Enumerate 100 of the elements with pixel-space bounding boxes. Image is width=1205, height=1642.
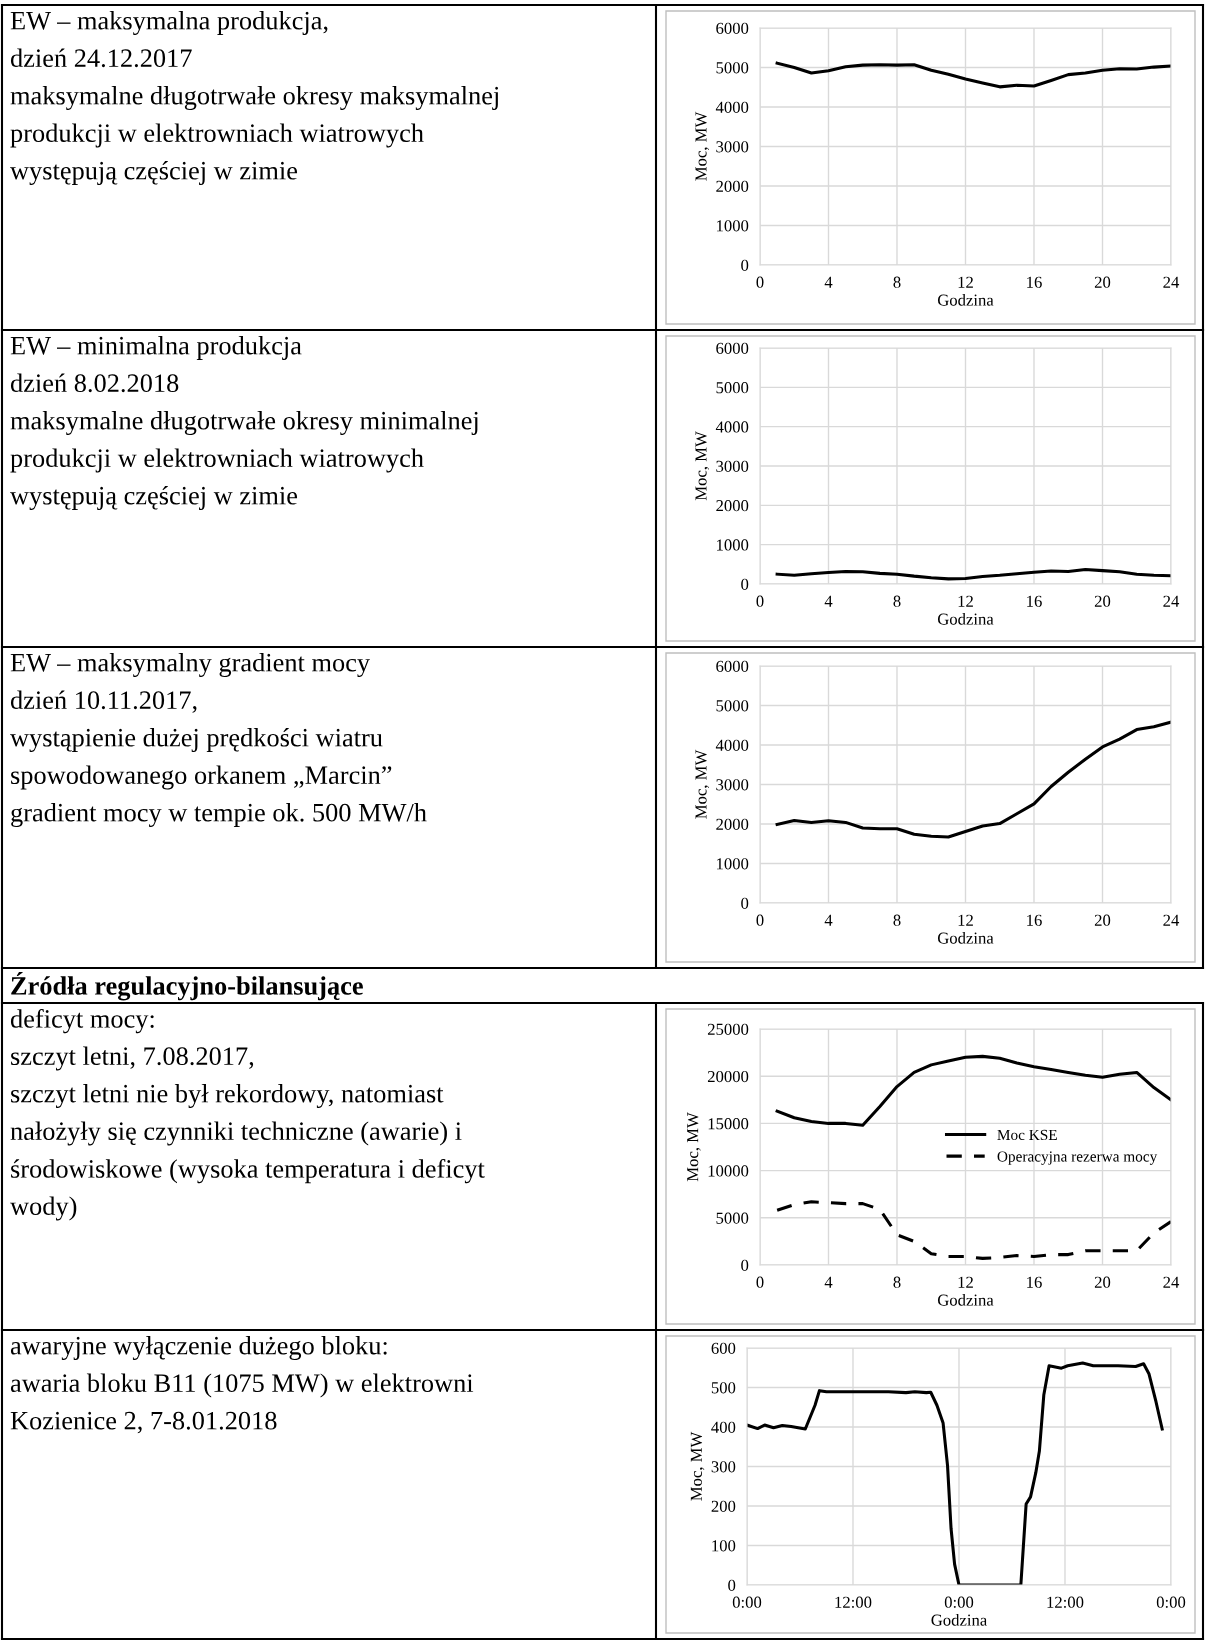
x-tick-label: 4 (824, 1276, 833, 1288)
x-tick-label: 12:00 (1047, 1596, 1084, 1608)
text: awaryjne wyłączenie dużego bloku: (10, 1336, 387, 1361)
y-tick-label: 500 (711, 1382, 736, 1394)
x-tick-label: 24 (1163, 914, 1180, 926)
y-tick-label: 5000 (716, 700, 749, 712)
text: dzień 10.11.2017, (10, 690, 197, 713)
y-tick-label: 4000 (715, 421, 749, 433)
x-tick-label: 16 (1027, 914, 1042, 926)
x-tick-label: 0 (756, 595, 764, 607)
y-tick-label: 2000 (716, 180, 749, 192)
x-tick-label: 0 (756, 914, 764, 926)
x-tick-label: 8 (893, 276, 901, 288)
y-tick-label: 1000 (717, 539, 749, 551)
x-tick-label: 0 (756, 276, 764, 288)
x-tick-label: 20 (1094, 914, 1111, 926)
y-tick-label: 5000 (716, 62, 749, 74)
x-tick-label: 8 (893, 595, 901, 607)
x-tick-label: 24 (1163, 276, 1180, 288)
y-tick-label: 600 (711, 1342, 736, 1354)
text: EW – minimalna produkcja (10, 336, 302, 360)
x-tick-label: 8 (893, 914, 901, 926)
y-axis-title: Moc, MW (695, 111, 710, 181)
text: awaria bloku B11 (1075 MW) w elektrowni (10, 1373, 474, 1398)
y-tick-label: 0 (741, 259, 749, 271)
y-tick-label: 6000 (716, 22, 749, 34)
y-tick-label: 0 (741, 1259, 749, 1271)
line-series (775, 1054, 1171, 1127)
line-series (775, 720, 1171, 839)
y-tick-label: 5000 (716, 382, 749, 394)
x-tick-label: 16 (1027, 1276, 1042, 1288)
x-tick-label: 4 (824, 914, 833, 926)
x-tick-label: 0:00 (1156, 1596, 1186, 1608)
y-tick-label: 300 (711, 1461, 736, 1473)
x-tick-label: 24 (1163, 595, 1180, 607)
text: Źródła regulacyjno-bilansujące (11, 972, 363, 1001)
y-tick-label: 5000 (716, 1212, 749, 1224)
y-tick-label: 200 (711, 1500, 736, 1512)
x-axis-title: Godzina (931, 1614, 987, 1626)
y-tick-label: 1000 (717, 858, 749, 870)
y-tick-label: 0 (741, 578, 749, 590)
x-axis-title: Godzina (937, 613, 994, 625)
text: EW – maksymalna produkcja, (10, 11, 328, 36)
x-tick-label: 8 (893, 1276, 901, 1288)
x-tick-label: 12:00 (835, 1596, 872, 1608)
text: deficyt mocy: (10, 1009, 154, 1034)
y-tick-label: 3000 (716, 141, 749, 153)
text: nałożyły się czynniki techniczne (awarie) i (10, 1121, 462, 1146)
y-axis-title: Moc, MW (695, 749, 710, 819)
x-tick-label: 16 (1027, 595, 1042, 607)
x-axis-title: Godzina (937, 1294, 994, 1306)
y-tick-label: 10000 (708, 1165, 749, 1177)
y-tick-label: 20000 (707, 1070, 749, 1083)
x-tick-label: 4 (824, 595, 833, 607)
x-tick-label: 0:00 (732, 1596, 762, 1608)
y-tick-label: 3000 (716, 779, 749, 791)
y-tick-label: 6000 (716, 660, 749, 672)
text: maksymalne długotrwałe okresy maksymalnej (10, 86, 498, 111)
x-tick-label: 4 (824, 276, 833, 288)
legend-label: Operacyjna rezerwa mocy (997, 1151, 1158, 1165)
x-tick-label: 12 (958, 1276, 973, 1288)
line-series (775, 1200, 1171, 1260)
text: występują częściej w zimie (10, 486, 298, 511)
y-tick-label: 0 (728, 1579, 736, 1591)
text: Kozienice 2, 7-8.01.2018 (10, 1411, 277, 1434)
y-tick-label: 0 (741, 897, 749, 909)
legend-label: Moc KSE (997, 1129, 1057, 1141)
x-tick-label: 12 (958, 914, 973, 926)
x-tick-label: 12 (958, 276, 973, 288)
text: środowiskowe (wysoka temperatura i deficyt (11, 1159, 485, 1184)
x-tick-label: 16 (1027, 276, 1042, 288)
text: występują częściej w zimie (10, 161, 298, 186)
text: EW – maksymalny gradient mocy (10, 653, 370, 678)
line-series (775, 567, 1171, 581)
text: produkcji w elektrowniach wiatrowych (10, 123, 424, 148)
x-axis-title: Godzina (937, 294, 994, 306)
y-tick-label: 4000 (715, 739, 749, 751)
y-tick-label: 100 (712, 1540, 736, 1552)
y-tick-label: 25000 (707, 1023, 749, 1035)
y-axis-title: Moc, MW (687, 1112, 701, 1182)
y-axis-title: Moc, MW (695, 431, 710, 501)
y-tick-label: 6000 (716, 342, 749, 354)
text: wody) (10, 1196, 77, 1221)
text: dzień 24.12.2017 (10, 48, 192, 68)
y-tick-label: 4000 (715, 101, 749, 113)
text: szczyt letni nie był rekordowy, natomiast (11, 1084, 444, 1109)
y-tick-label: 400 (711, 1421, 736, 1433)
text: produkcji w elektrowniach wiatrowych (10, 448, 424, 473)
x-tick-label: 20 (1094, 276, 1111, 288)
x-tick-label: 0 (756, 1276, 764, 1288)
y-tick-label: 2000 (716, 500, 749, 512)
x-tick-label: 12 (958, 595, 973, 607)
text: gradient mocy w tempie ok. 500 MW/h (11, 803, 427, 828)
y-tick-label: 15000 (708, 1118, 749, 1130)
y-tick-label: 1000 (717, 220, 749, 232)
y-tick-label: 2000 (716, 818, 749, 830)
x-tick-label: 0:00 (944, 1596, 974, 1608)
x-tick-label: 20 (1094, 595, 1111, 607)
x-tick-label: 20 (1094, 1276, 1111, 1288)
text: wystąpienie dużej prędkości wiatru (10, 728, 383, 753)
